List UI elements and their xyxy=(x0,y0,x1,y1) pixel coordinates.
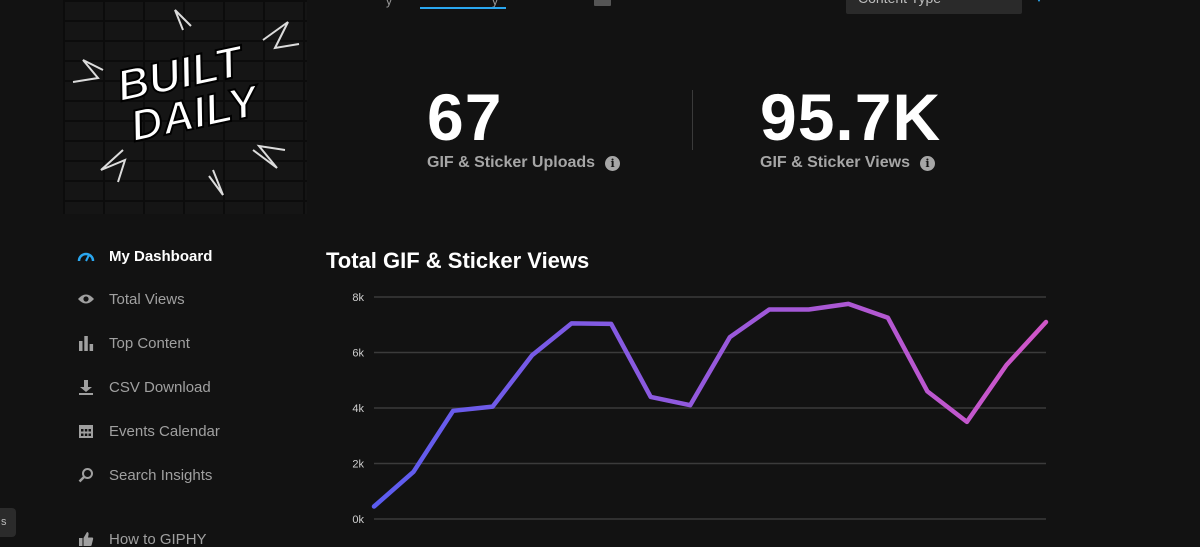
active-tab-underline xyxy=(420,7,506,9)
data-point[interactable] xyxy=(369,502,379,512)
data-point[interactable] xyxy=(409,467,419,477)
data-point[interactable] xyxy=(685,400,695,410)
uploads-stat: 67 GIF & Sticker Uploads i xyxy=(427,80,621,172)
search-icon xyxy=(76,465,96,485)
data-point[interactable] xyxy=(922,386,932,396)
uploads-count: 67 xyxy=(427,80,503,154)
data-point[interactable] xyxy=(646,392,656,402)
collapsed-side-tab[interactable]: s xyxy=(0,508,16,537)
info-icon[interactable]: i xyxy=(605,155,621,171)
views-series-line xyxy=(371,301,1049,509)
data-point[interactable] xyxy=(804,304,814,314)
data-point[interactable] xyxy=(567,318,577,328)
eye-icon xyxy=(76,289,96,309)
y-tick-label: 8k xyxy=(352,292,364,304)
content-type-select[interactable]: Content Type xyxy=(846,0,1022,14)
sidebar-item-top-content[interactable]: Top Content xyxy=(76,331,190,355)
sidebar-item-csv-download[interactable]: CSV Download xyxy=(76,375,211,399)
sidebar-item-label: Top Content xyxy=(109,334,190,352)
thumbs-up-icon xyxy=(76,529,96,547)
sidebar-item-label: CSV Download xyxy=(109,378,211,396)
built-daily-logo: BUILT DAILY xyxy=(72,9,300,196)
uploads-label: GIF & Sticker Uploads i xyxy=(427,154,621,172)
sidebar-item-events-calendar[interactable]: Events Calendar xyxy=(76,419,220,443)
sidebar-item-label: My Dashboard xyxy=(109,247,213,265)
chart-title: Total GIF & Sticker Views xyxy=(326,248,590,273)
sidebar-item-label: How to GIPHY xyxy=(109,530,207,547)
chevron-down-icon[interactable]: ˅ xyxy=(1022,0,1056,14)
data-point[interactable] xyxy=(1001,360,1011,370)
data-point[interactable] xyxy=(488,402,498,412)
data-point[interactable] xyxy=(883,313,893,323)
tab-active[interactable]: y xyxy=(492,0,498,8)
y-tick-label: 6k xyxy=(352,348,364,360)
calendar-icon[interactable] xyxy=(594,0,611,6)
views-stat: 95.7K GIF & Sticker Views i xyxy=(760,82,941,172)
data-point[interactable] xyxy=(843,299,853,309)
top-navigation: y y Content Type ˅ xyxy=(0,0,1200,14)
sidebar-item-how-to-giphy[interactable]: How to GIPHY xyxy=(76,527,207,547)
sidebar-item-total-views[interactable]: Total Views xyxy=(76,287,185,311)
download-icon xyxy=(76,377,96,397)
data-point[interactable] xyxy=(448,406,458,416)
views-count: 95.7K xyxy=(760,80,942,154)
sidebar-item-my-dashboard[interactable]: My Dashboard xyxy=(76,244,212,268)
data-point[interactable] xyxy=(962,417,972,427)
sidebar-item-search-insights[interactable]: Search Insights xyxy=(76,463,212,487)
views-label-text: GIF & Sticker Views xyxy=(760,154,910,171)
data-point[interactable] xyxy=(764,304,774,314)
sidebar-item-label: Total Views xyxy=(109,290,185,308)
channel-avatar: BUILT DAILY xyxy=(63,0,307,214)
sidebar-item-label: Search Insights xyxy=(109,466,213,484)
y-tick-label: 0k xyxy=(352,514,364,526)
y-tick-label: 2k xyxy=(352,459,364,471)
uploads-label-text: GIF & Sticker Uploads xyxy=(427,154,596,171)
tab-previous[interactable]: y xyxy=(386,0,392,8)
views-label: GIF & Sticker Views i xyxy=(760,154,941,172)
sidebar-item-label: Events Calendar xyxy=(109,422,220,440)
y-tick-label: 4k xyxy=(352,403,364,415)
gauge-icon xyxy=(76,246,96,266)
data-point[interactable] xyxy=(606,319,616,329)
data-point[interactable] xyxy=(725,332,735,342)
stats-divider xyxy=(692,90,693,150)
calendar-icon xyxy=(76,421,96,441)
data-point[interactable] xyxy=(527,350,537,360)
info-icon[interactable]: i xyxy=(920,155,935,171)
bar-chart-icon xyxy=(76,333,96,353)
